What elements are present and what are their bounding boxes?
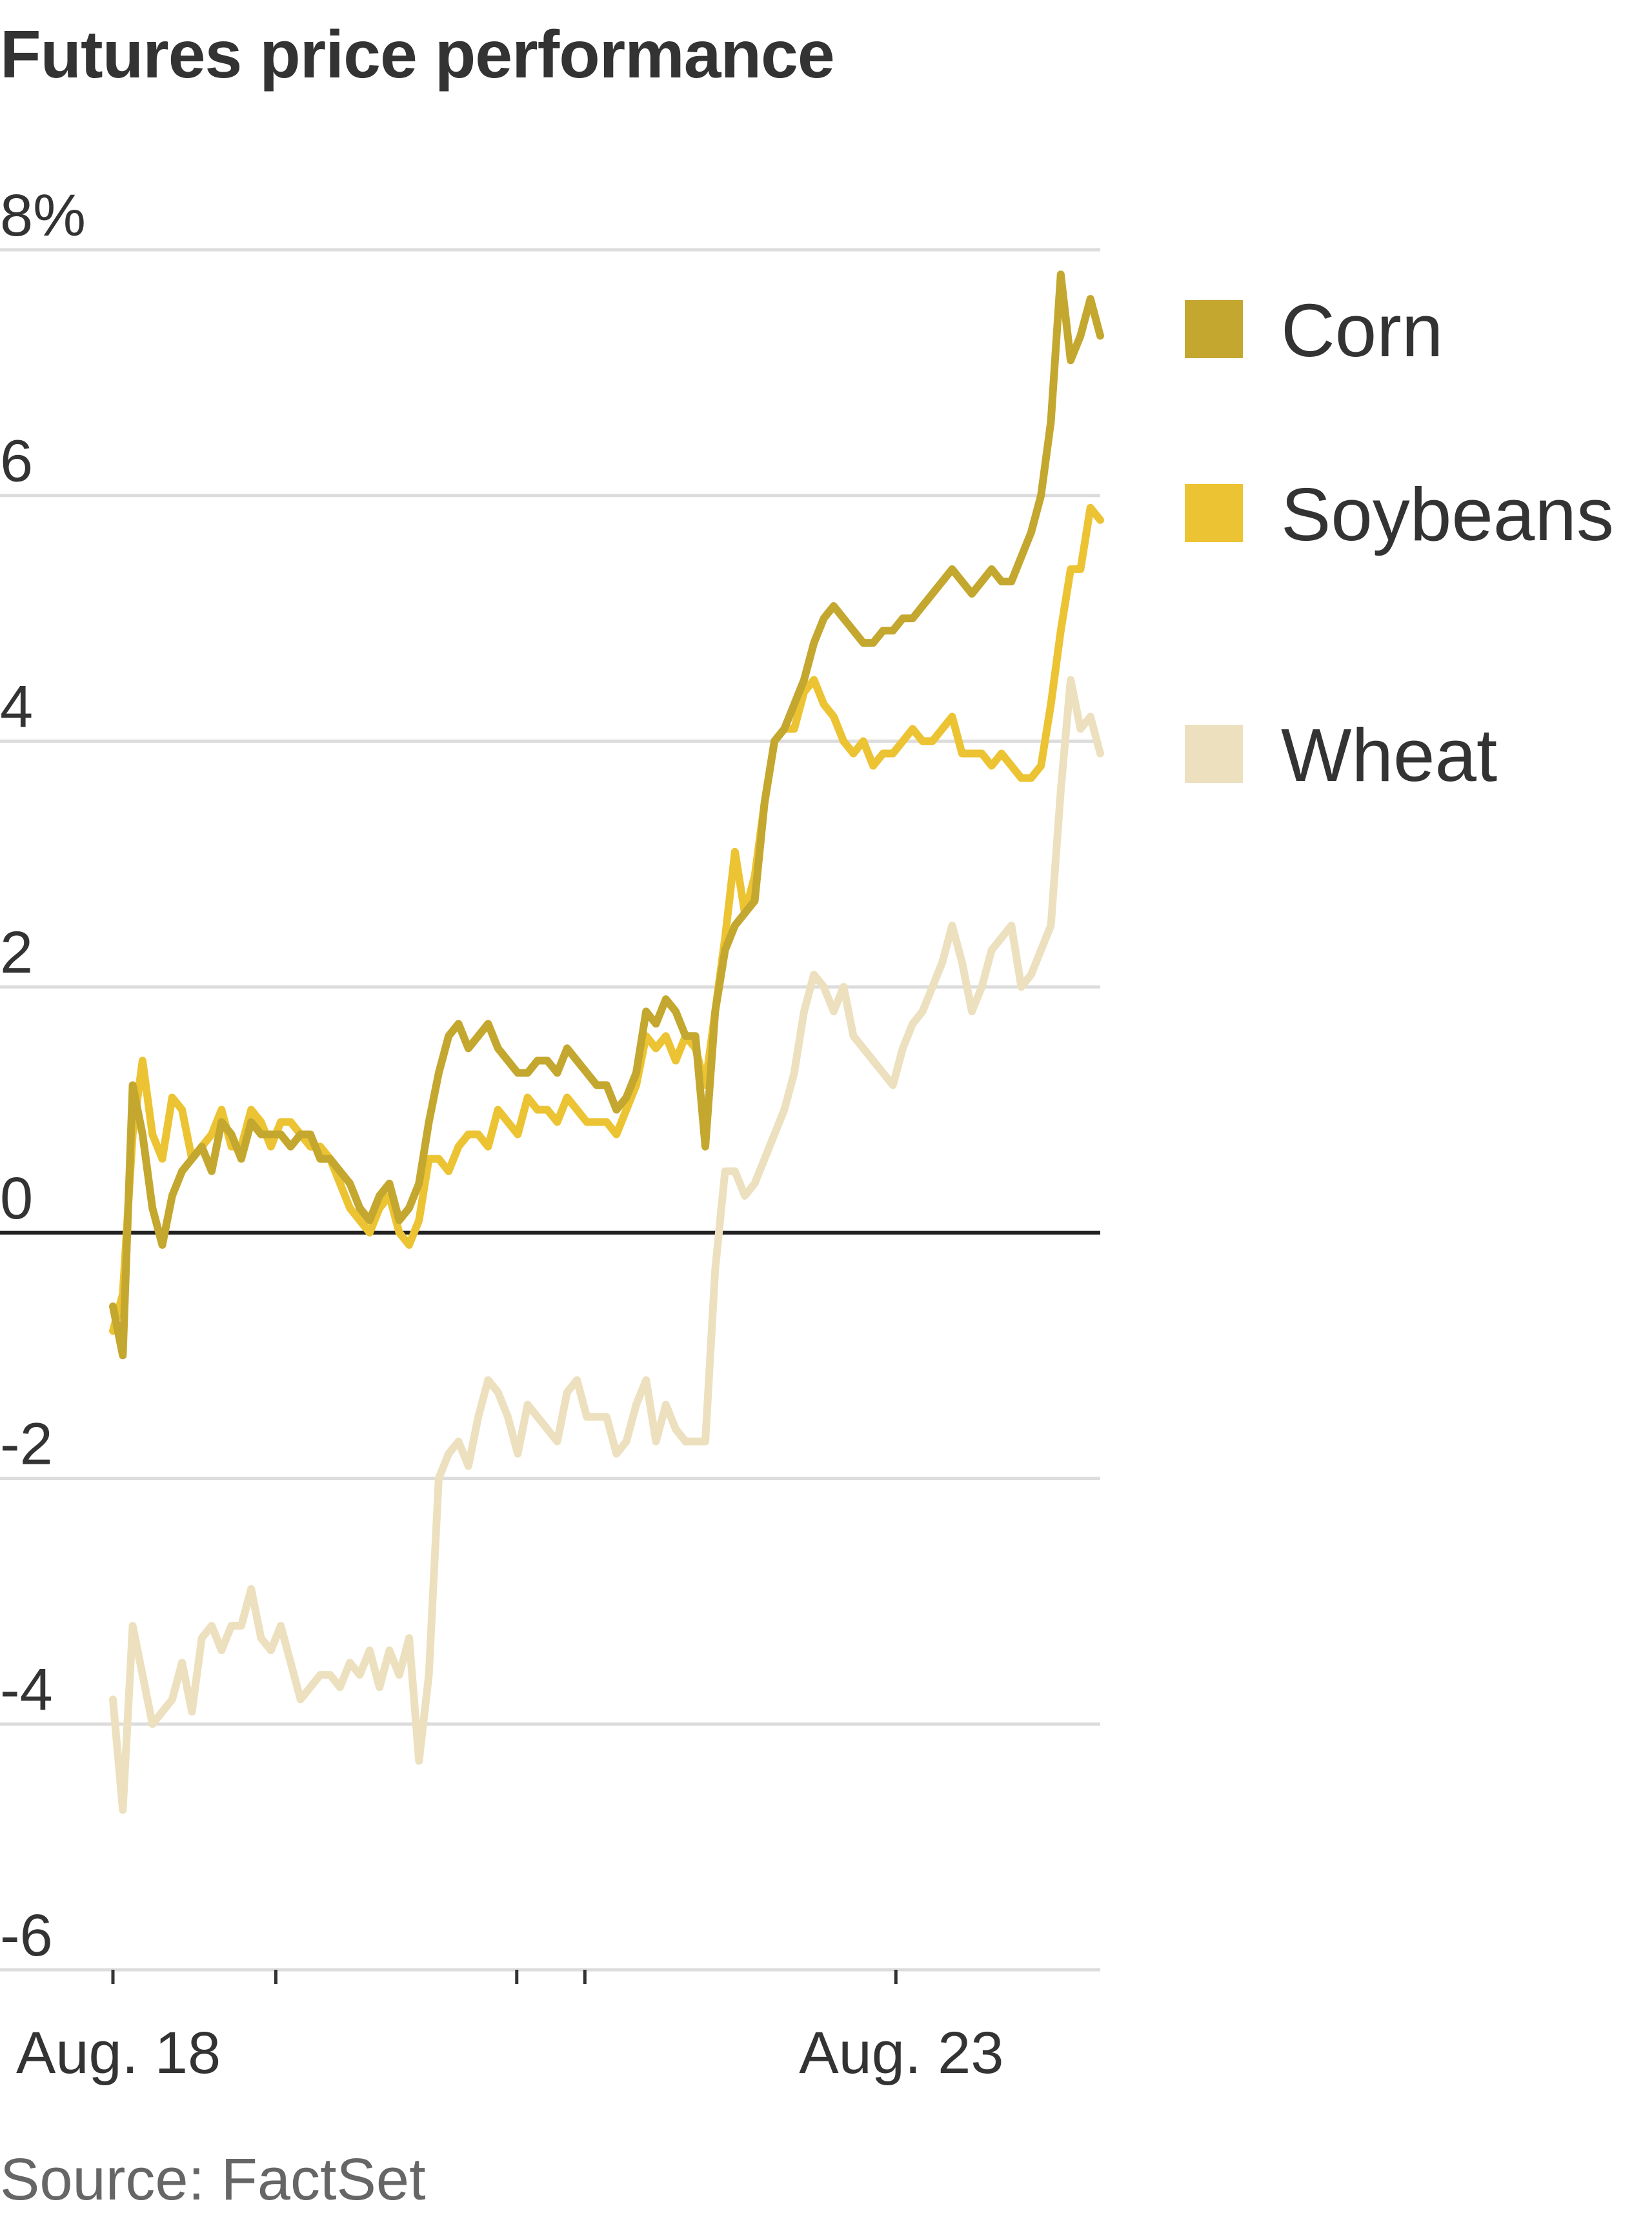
y-tick-label: 0 [0, 1166, 33, 1231]
x-tick-label: Aug. 18 [16, 2020, 221, 2086]
series-line-corn [109, 270, 1104, 1360]
legend-label-corn: Corn [1281, 288, 1443, 372]
y-tick-label: -2 [0, 1411, 53, 1477]
y-tick-label: -6 [0, 1903, 53, 1968]
y-tick-label: -4 [0, 1657, 53, 1723]
chart-title: Futures price performance [0, 17, 835, 92]
legend-label-soybeans: Soybeans [1281, 472, 1614, 556]
series-lines [109, 270, 1104, 1814]
x-axis: Aug. 18 Aug. 23 [16, 1970, 1003, 2086]
y-tick-label: 4 [0, 674, 33, 740]
y-tick-label: 8% [0, 183, 86, 248]
series-line-wheat [109, 676, 1104, 1814]
legend: Corn Soybeans Wheat [1185, 288, 1614, 797]
y-axis-tick-labels: 8% 6 4 2 0 -2 -4 -6 [0, 183, 86, 1968]
gridlines [0, 248, 1100, 1972]
series-line-soybeans [109, 503, 1104, 1335]
legend-swatch-wheat [1185, 725, 1243, 783]
y-tick-label: 6 [0, 429, 33, 494]
y-tick-label: 2 [0, 920, 33, 986]
legend-label-wheat: Wheat [1281, 713, 1497, 797]
x-tick-label: Aug. 23 [799, 2020, 1003, 2086]
legend-swatch-soybeans [1185, 484, 1243, 542]
source-note: Source: FactSet [0, 2147, 426, 2212]
legend-swatch-corn [1185, 300, 1243, 358]
